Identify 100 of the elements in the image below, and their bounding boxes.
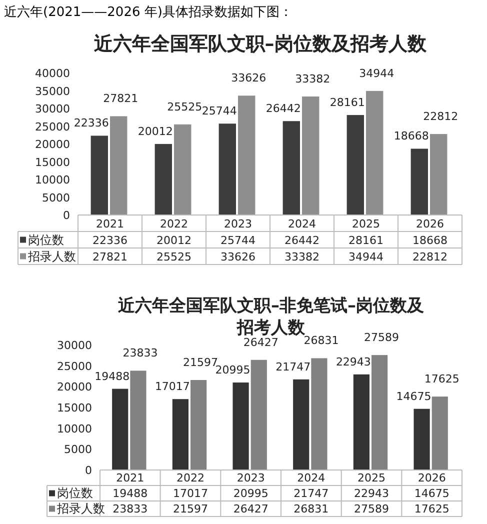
- text: 33382: [295, 72, 330, 86]
- data-label: 25525: [156, 250, 192, 264]
- bar: [250, 360, 267, 470]
- text: 26427: [243, 336, 278, 349]
- bar: [282, 121, 300, 215]
- x-tick-label: 2025: [352, 218, 380, 230]
- text: 25525: [167, 100, 202, 114]
- text: 22812: [423, 110, 458, 124]
- x-tick-label: 2022: [176, 472, 204, 484]
- text: 33626: [231, 72, 266, 85]
- bar: [302, 96, 320, 215]
- chart-title: 近六年全国军队文职–岗位数及招考人数: [92, 33, 428, 55]
- y-tick-label: 10000: [35, 174, 70, 186]
- bar: [372, 355, 388, 470]
- bar: [311, 358, 328, 470]
- data-label: 22812: [412, 250, 448, 264]
- text: 近六年(2021——2026 年)具体招录数据如下图：: [4, 5, 292, 20]
- data-label: 28161: [348, 234, 384, 247]
- bar: [414, 408, 430, 470]
- y-tick-label: 25000: [57, 360, 92, 373]
- legend-label: 岗位数: [28, 233, 64, 247]
- text: 27589: [364, 331, 400, 344]
- bar: [366, 90, 384, 215]
- text: 18668: [394, 130, 429, 143]
- data-label: 20995: [233, 487, 268, 500]
- data-label: 27589: [354, 502, 389, 516]
- text: 17625: [424, 372, 460, 386]
- y-tick-label: 15000: [35, 156, 70, 169]
- text: 14675: [396, 390, 432, 403]
- text: 26831: [304, 334, 339, 348]
- data-label: 26442: [284, 234, 320, 247]
- x-tick-label: 2025: [358, 472, 386, 484]
- x-tick-label: 2026: [416, 218, 444, 230]
- data-label: 33626: [220, 250, 256, 264]
- text: 21747: [276, 360, 311, 374]
- y-tick-label: 30000: [57, 339, 92, 352]
- x-tick-label: 2022: [160, 218, 188, 230]
- data-label: 18668: [412, 234, 448, 247]
- data-label: 22943: [354, 487, 389, 500]
- text: 26442: [266, 102, 301, 116]
- y-tick-label: 20000: [35, 138, 70, 151]
- data-label: 27821: [92, 250, 128, 264]
- data-label: 17625: [414, 502, 450, 516]
- data-label: 26831: [294, 502, 329, 516]
- legend-label: 岗位数: [57, 486, 93, 500]
- bar: [130, 370, 146, 470]
- text: 19488: [94, 370, 130, 383]
- bar: [432, 396, 448, 470]
- bar: [110, 116, 128, 215]
- data-label: 22336: [92, 234, 128, 247]
- bar: [190, 380, 207, 470]
- data-label: 33382: [284, 250, 320, 264]
- bar: [218, 124, 236, 215]
- x-tick-label: 2024: [297, 472, 326, 484]
- y-tick-label: 25000: [35, 120, 70, 134]
- text: 22336: [74, 116, 109, 130]
- text: 22943: [336, 355, 371, 368]
- text: 34944: [359, 66, 394, 80]
- bar: [112, 388, 128, 470]
- x-tick-label: 2023: [224, 218, 252, 230]
- data-label: 17017: [173, 487, 208, 500]
- data-label: 14675: [414, 487, 450, 500]
- bar: [172, 399, 188, 470]
- text: 25744: [202, 104, 237, 118]
- bar: [430, 134, 448, 215]
- bar: [353, 374, 370, 470]
- bar: [238, 96, 256, 215]
- bar: [410, 148, 428, 215]
- data-label: 19488: [112, 487, 148, 500]
- y-tick-label: 20000: [57, 380, 92, 394]
- bar: [346, 115, 364, 215]
- x-tick-label: 2026: [418, 472, 446, 484]
- data-label: 21597: [173, 502, 208, 516]
- bar: [232, 382, 249, 470]
- data-label: 23833: [112, 502, 148, 516]
- bar: [293, 379, 310, 470]
- legend-label: 招录人数: [56, 502, 105, 516]
- text: 27821: [103, 92, 138, 106]
- y-tick-label: 30000: [35, 102, 70, 116]
- text: 23833: [122, 346, 158, 360]
- y-tick-label: 35000: [35, 84, 70, 98]
- bar: [154, 144, 172, 215]
- y-tick-label: 10000: [57, 422, 92, 436]
- bar: [90, 136, 108, 215]
- data-label: 34944: [348, 250, 384, 264]
- data-label: 21747: [294, 487, 329, 500]
- y-tick-label: 5000: [42, 191, 70, 204]
- text: 17017: [154, 380, 190, 394]
- x-tick-label: 2024: [288, 218, 316, 230]
- y-tick-label: 0: [63, 209, 70, 222]
- y-tick-label: 40000: [35, 67, 70, 80]
- text: 28161: [330, 96, 365, 110]
- y-tick-label: 5000: [64, 443, 92, 456]
- text: 20012: [138, 124, 173, 138]
- x-tick-label: 2023: [236, 472, 265, 484]
- data-label: 25744: [220, 234, 256, 247]
- legend-label: 招录人数: [27, 250, 76, 264]
- data-label: 20012: [156, 234, 192, 247]
- x-tick-label: 2021: [96, 218, 124, 230]
- bar: [174, 124, 192, 215]
